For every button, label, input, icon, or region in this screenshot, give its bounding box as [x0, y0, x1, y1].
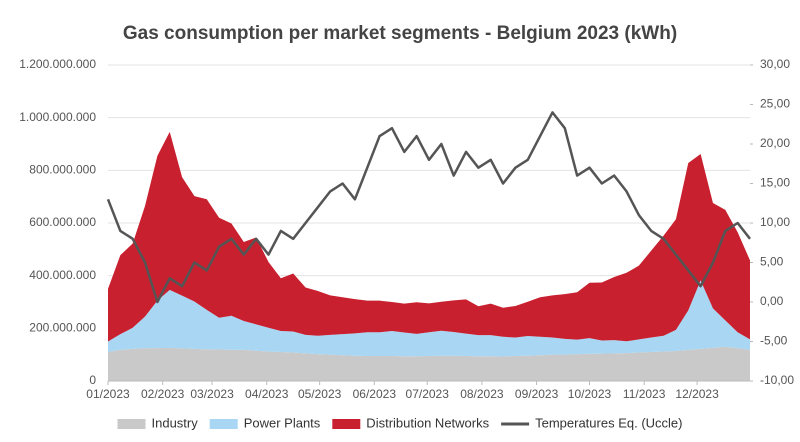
legend-item: Distribution Networks [332, 415, 490, 430]
area [108, 280, 750, 357]
area [108, 346, 750, 381]
x-tick-label: 08/2023 [460, 387, 504, 401]
x-tick-label: 07/2023 [406, 387, 450, 401]
y2-tick-label: 15,00 [760, 176, 790, 190]
x-tick-label: 09/2023 [515, 387, 559, 401]
x-tick-label: 12/2023 [675, 387, 719, 401]
plot-area [106, 111, 751, 381]
legend-swatch [332, 419, 361, 429]
legend-item: Power Plants [209, 415, 321, 430]
y2-tick-label: -10,00 [760, 373, 794, 387]
y2-tick-label: 25,00 [760, 97, 790, 111]
legend-label: Power Plants [244, 415, 321, 430]
chart-title: Gas consumption per market segments - Be… [123, 23, 677, 44]
legend: Industry Power Plants Distribution Network… [117, 415, 682, 430]
x-tick-label: 03/2023 [190, 387, 234, 401]
y2-tick-label: 0,00 [760, 294, 784, 308]
y-tick-label: 0 [89, 373, 96, 387]
axes: 0 200.000.000 400.000.000 600.000.000 800.00… [19, 57, 794, 401]
legend-label: Distribution Networks [366, 415, 489, 430]
legend-swatch [209, 419, 238, 429]
y-tick-label: 600.000.000 [29, 215, 96, 229]
y2-tick-label: 30,00 [760, 57, 790, 71]
legend-label: Temperatures Eq. (Uccle) [535, 415, 682, 430]
legend-swatch [117, 419, 146, 429]
y-tick-label: 1.000.000.000 [19, 110, 96, 124]
y-tick-label: 800.000.000 [29, 163, 96, 177]
y2-tick-label: 5,00 [760, 255, 784, 269]
legend-label: Industry [152, 415, 199, 430]
line [106, 111, 751, 304]
x-tick-label: 04/2023 [245, 387, 289, 401]
y2-tick-label: -5,00 [760, 334, 788, 348]
x-tick-label: 05/2023 [298, 387, 342, 401]
y2-tick-label: 10,00 [760, 215, 790, 229]
y2-tick-label: 20,00 [760, 136, 790, 150]
y-tick-label: 200.000.000 [29, 321, 96, 335]
x-tick-label: 01/2023 [86, 387, 130, 401]
y-tick-label: 400.000.000 [29, 268, 96, 282]
legend-item: Temperatures Eq. (Uccle) [501, 415, 682, 430]
y-tick-label: 1.200.000.000 [19, 57, 96, 71]
x-tick-label: 11/2023 [623, 387, 666, 401]
x-tick-label: 06/2023 [353, 387, 397, 401]
legend-item: Industry [117, 415, 199, 430]
x-tick-label: 10/2023 [568, 387, 612, 401]
x-tick-label: 02/2023 [141, 387, 185, 401]
area [108, 131, 750, 342]
